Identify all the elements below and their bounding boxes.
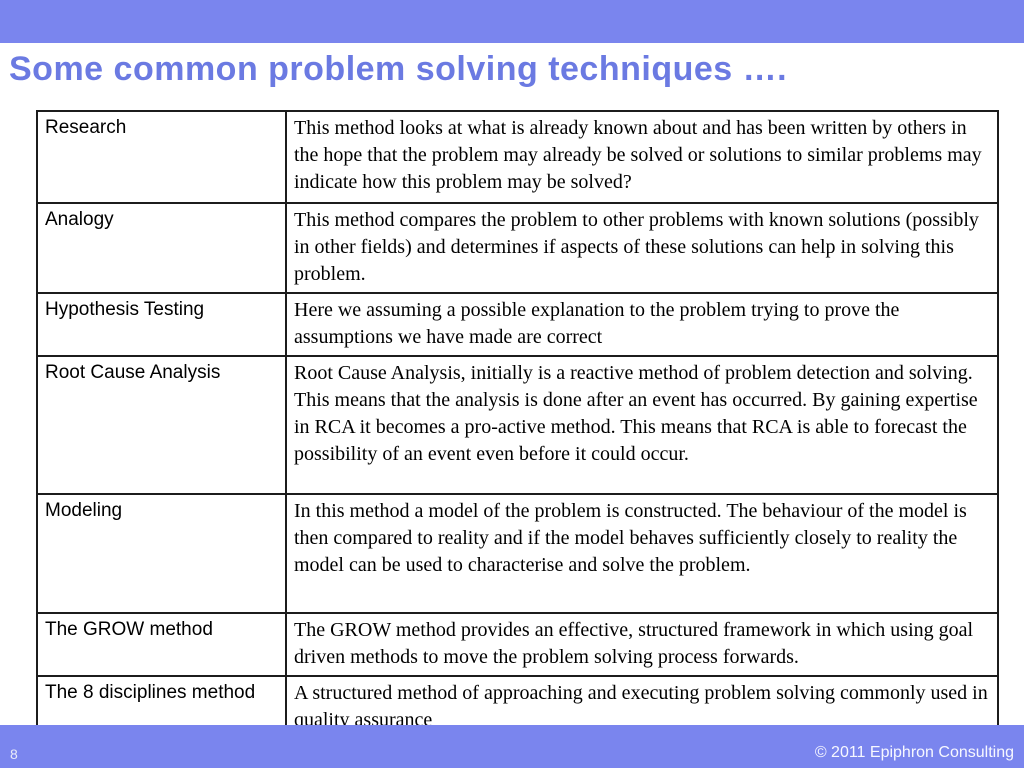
table-row: Root Cause Analysis Root Cause Analysis,… bbox=[36, 355, 999, 495]
table-row: Research This method looks at what is al… bbox=[36, 110, 999, 204]
method-name-cell: Modeling bbox=[36, 493, 287, 614]
table-row: The GROW method The GROW method provides… bbox=[36, 612, 999, 677]
method-name-cell: Root Cause Analysis bbox=[36, 355, 287, 495]
header-bar bbox=[0, 0, 1024, 43]
method-description-cell: This method compares the problem to othe… bbox=[285, 202, 999, 294]
method-description-cell: In this method a model of the problem is… bbox=[285, 493, 999, 614]
method-description-cell: This method looks at what is already kno… bbox=[285, 110, 999, 204]
slide-title: Some common problem solving techniques …… bbox=[9, 50, 788, 88]
table-row: Hypothesis Testing Here we assuming a po… bbox=[36, 292, 999, 357]
footer-bar: 8 © 2011 Epiphron Consulting bbox=[0, 725, 1024, 768]
table-row: Modeling In this method a model of the p… bbox=[36, 493, 999, 614]
method-description-cell: Root Cause Analysis, initially is a reac… bbox=[285, 355, 999, 495]
method-name-cell: The GROW method bbox=[36, 612, 287, 677]
problem-solving-methods-table: Research This method looks at what is al… bbox=[36, 110, 999, 748]
method-description-cell: The GROW method provides an effective, s… bbox=[285, 612, 999, 677]
method-description-cell: Here we assuming a possible explanation … bbox=[285, 292, 999, 357]
method-name-cell: Research bbox=[36, 110, 287, 204]
copyright-text: © 2011 Epiphron Consulting bbox=[814, 744, 1014, 761]
page-number: 8 bbox=[10, 746, 18, 762]
table-row: Analogy This method compares the problem… bbox=[36, 202, 999, 294]
method-name-cell: Analogy bbox=[36, 202, 287, 294]
method-name-cell: Hypothesis Testing bbox=[36, 292, 287, 357]
